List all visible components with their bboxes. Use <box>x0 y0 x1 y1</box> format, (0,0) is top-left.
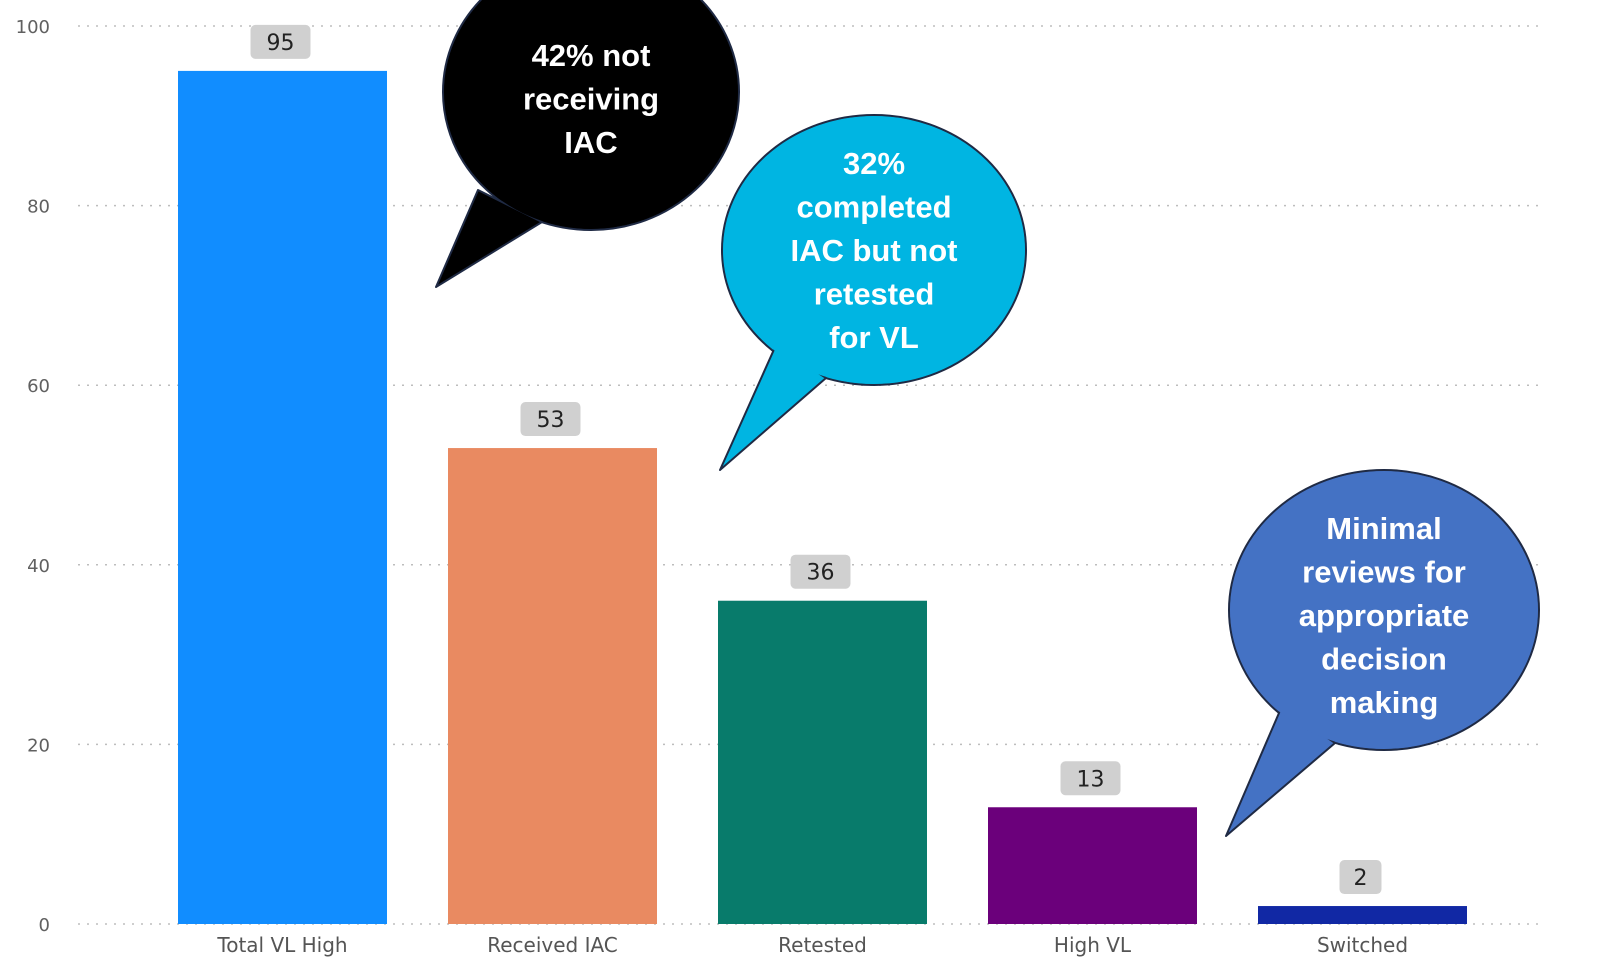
callout-line: reviews for <box>1302 555 1466 590</box>
bar-4 <box>1258 906 1467 924</box>
callout-bubble-fill <box>444 0 738 229</box>
category-labels: Total VL High Received IAC Retested High VL… <box>216 933 1408 957</box>
callout-line: 42% not <box>532 38 651 73</box>
x-tick-label: Total VL High <box>216 933 347 957</box>
bars <box>178 70 1467 924</box>
data-label-box <box>520 402 581 437</box>
callout-bubble-fill <box>1230 471 1538 749</box>
callout-line: decision <box>1321 642 1447 677</box>
callout-text: 32% completed IAC but not retested for VL <box>790 146 957 355</box>
data-label: 53 <box>537 408 565 433</box>
x-tick-label: Switched <box>1317 933 1408 957</box>
data-label-box <box>1339 860 1382 895</box>
data-label: 2 <box>1354 866 1368 891</box>
callout-line: for VL <box>829 320 919 355</box>
callout-minimal-reviews: Minimal reviews for appropriate decision mak… <box>1225 469 1540 837</box>
y-axis-ticks: 0 20 40 60 80 100 <box>16 17 50 936</box>
data-label-box <box>1060 761 1121 796</box>
callout-line: completed <box>796 190 951 225</box>
data-label: 36 <box>807 561 835 586</box>
y-tick-label: 20 <box>27 735 50 756</box>
data-label-box <box>790 554 851 589</box>
bar-0 <box>178 70 387 924</box>
callout-line: Minimal <box>1326 511 1441 546</box>
callout-not-retested: 32% completed IAC but not retested for VL <box>719 114 1027 471</box>
callout-text: 42% not receiving IAC <box>523 38 659 160</box>
x-tick-label: Retested <box>778 933 867 957</box>
data-label: 95 <box>267 31 295 56</box>
y-tick-label: 100 <box>16 17 50 38</box>
callout-line: making <box>1330 685 1439 720</box>
callout-line: IAC but not <box>790 233 957 268</box>
data-label: 13 <box>1077 767 1105 792</box>
callout-line: receiving <box>523 82 659 117</box>
y-tick-label: 0 <box>39 915 50 936</box>
callout-line: retested <box>814 277 935 312</box>
callouts: 42% not receiving IAC 32% completed IAC but n… <box>435 0 1540 837</box>
y-tick-label: 40 <box>27 556 50 577</box>
callout-bubble-fill <box>723 116 1025 384</box>
bar-2 <box>718 600 927 924</box>
callout-line: 32% <box>843 146 905 181</box>
bar-3 <box>988 807 1197 924</box>
y-tick-label: 80 <box>27 197 50 218</box>
callout-line: appropriate <box>1299 598 1470 633</box>
callout-text: Minimal reviews for appropriate decision mak… <box>1299 511 1470 720</box>
x-tick-label: Received IAC <box>487 933 618 957</box>
callout-line: IAC <box>564 125 617 160</box>
x-tick-label: High VL <box>1054 933 1132 957</box>
data-labels: 95 53 36 13 2 <box>250 24 1382 895</box>
data-label-box <box>250 24 311 59</box>
y-tick-label: 60 <box>27 376 50 397</box>
callout-not-receiving-iac: 42% not receiving IAC <box>435 0 740 288</box>
bar-1 <box>448 448 657 924</box>
